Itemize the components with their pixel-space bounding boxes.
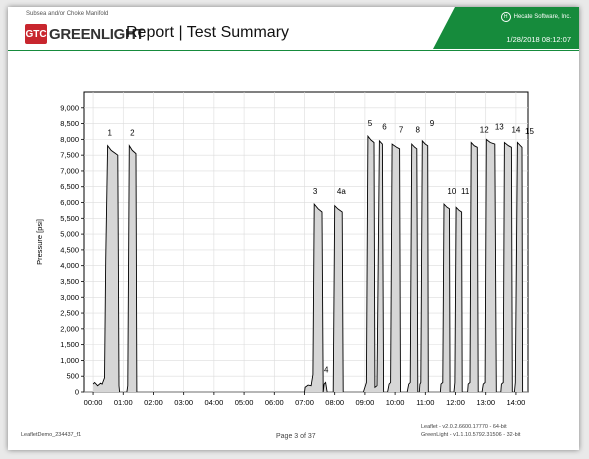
test-label-6: 6: [382, 122, 387, 131]
pressure-area-8: [407, 144, 418, 392]
company-label: Hecate Software, Inc.: [513, 14, 571, 20]
y-tick-label: 6,000: [60, 198, 79, 207]
footer-file-name: LeafletDemo_234437_f1: [21, 432, 82, 438]
x-tick-label: 00:00: [84, 398, 103, 407]
x-tick-label: 09:00: [356, 398, 375, 407]
pressure-line-8: [406, 142, 419, 393]
header-band: H Hecate Software, Inc. 1/28/2018 08:12:…: [433, 7, 579, 49]
logo-badge: GTC: [25, 24, 47, 44]
pressure-line-2: [126, 144, 138, 393]
greenlight-logo: GTC GREENLIGHT: [25, 22, 145, 46]
pressure-area-5: [333, 205, 344, 392]
plot-area: [83, 91, 529, 393]
y-tick-label: 1,000: [60, 356, 79, 365]
test-label-5: 5: [368, 119, 373, 128]
x-tick-label: 14:00: [507, 398, 526, 407]
footer-version-greenlight: GreenLight - v1.1.10.5792.31506 - 32-bit: [421, 432, 521, 438]
company-name: H Hecate Software, Inc.: [500, 12, 571, 22]
x-tick-label: 03:00: [174, 398, 193, 407]
y-axis-label: Pressure [psi]: [35, 219, 44, 265]
y-tick-label: 6,500: [60, 182, 79, 191]
footer-version-leaflet: Leaflet - v2.0.2.6600.17770 - 64-bit: [421, 424, 507, 430]
y-tick-label: 500: [66, 372, 79, 381]
y-tick-label: 4,500: [60, 245, 79, 254]
pressure-area-6: [363, 136, 384, 392]
pressure-line-15: [513, 141, 524, 393]
pressure-line-4: [322, 381, 328, 393]
pressure-line-10: [439, 202, 451, 393]
test-label-1: 1: [107, 129, 112, 138]
pressure-line-14: [500, 141, 513, 393]
logo-text: GREENLIGHT: [49, 25, 145, 43]
pressure-line-5: [332, 204, 344, 393]
pressure-line-9: [418, 139, 429, 393]
test-label-9: 9: [430, 119, 435, 128]
pressure-line-7: [387, 143, 401, 393]
y-tick-label: 9,000: [60, 103, 79, 112]
x-tick-label: 01:00: [114, 398, 133, 407]
test-label-13: 13: [495, 122, 504, 131]
x-tick-label: 12:00: [446, 398, 465, 407]
test-label-7: 7: [399, 125, 404, 134]
y-tick-label: 3,000: [60, 293, 79, 302]
pressure-area-1: [93, 145, 120, 392]
pressure-line-11: [453, 206, 463, 393]
pressure-area-15: [514, 142, 523, 392]
pressure-area-12: [467, 142, 479, 392]
y-tick-label: 3,500: [60, 277, 79, 286]
y-tick-label: 4,000: [60, 261, 79, 270]
pressure-area-7: [387, 144, 401, 392]
test-label-3: 3: [313, 187, 318, 196]
x-tick-label: 05:00: [235, 398, 254, 407]
y-tick-label: 7,500: [60, 151, 79, 160]
y-tick-label: 2,000: [60, 324, 79, 333]
test-label-2: 2: [130, 129, 135, 138]
test-label-10: 10: [447, 187, 456, 196]
y-tick-label: 1,500: [60, 340, 79, 349]
x-tick-label: 04:00: [204, 398, 223, 407]
report-subtitle: Subsea and/or Choke Manifold: [26, 11, 109, 17]
x-tick-label: 08:00: [325, 398, 344, 407]
pressure-line-12: [467, 141, 479, 393]
test-label-4a: 4a: [337, 187, 346, 196]
test-label-15: 15: [525, 127, 534, 136]
y-tick-label: 0: [75, 388, 79, 397]
report-page: Subsea and/or Choke Manifold GTC GREENLI…: [8, 7, 579, 450]
y-tick-label: 7,000: [60, 166, 79, 175]
pressure-area-2: [126, 145, 137, 392]
x-tick-label: 11:00: [416, 398, 434, 407]
x-tick-label: 13:00: [476, 398, 495, 407]
test-label-8: 8: [416, 125, 421, 134]
hecate-logo-icon: H: [500, 12, 511, 22]
pressure-chart: 0 500 1,000 1,500 2,000 2,500 3,000 3,500 4,000 4…: [35, 91, 535, 407]
pressure-area-10: [440, 204, 451, 392]
pressure-line-1: [92, 144, 121, 393]
test-label-4: 4: [324, 365, 329, 374]
report-datetime: 1/28/2018 08:12:07: [506, 35, 571, 44]
y-tick-label: 5,000: [60, 230, 79, 239]
pressure-line-3: [304, 202, 324, 393]
pressure-line-6: [362, 134, 385, 393]
footer-page-number: Page 3 of 37: [276, 433, 316, 440]
x-tick-label: 07:00: [295, 398, 314, 407]
y-tick-label: 8,000: [60, 135, 79, 144]
x-tick-label: 06:00: [265, 398, 284, 407]
test-label-14: 14: [511, 125, 520, 134]
pressure-line-13: [481, 138, 497, 393]
footer-versions: Leaflet - v2.0.2.6600.17770 - 64-bit Gre…: [421, 423, 520, 439]
y-tick-label: 2,500: [60, 309, 79, 318]
y-tick-label: 8,500: [60, 119, 79, 128]
x-tick-label: 02:00: [144, 398, 163, 407]
y-tick-label: 5,500: [60, 214, 79, 223]
test-label-12: 12: [480, 125, 489, 134]
x-tick-label: 10:00: [386, 398, 405, 407]
report-title: Report | Test Summary: [126, 24, 290, 41]
test-label-11: 11: [461, 187, 470, 196]
header-divider: [8, 50, 579, 51]
